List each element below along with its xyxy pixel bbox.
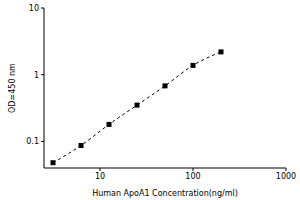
svg-text:100: 100 — [185, 172, 200, 181]
svg-text:1000: 1000 — [276, 172, 292, 181]
svg-text:OD=450 nm: OD=450 nm — [8, 63, 17, 113]
svg-text:0.1: 0.1 — [26, 137, 39, 146]
svg-text:10: 10 — [29, 4, 39, 13]
svg-text:Human ApoA1 Concentration(ng/m: Human ApoA1 Concentration(ng/ml) — [92, 189, 238, 198]
svg-text:1: 1 — [34, 71, 39, 80]
svg-text:10: 10 — [95, 172, 105, 181]
